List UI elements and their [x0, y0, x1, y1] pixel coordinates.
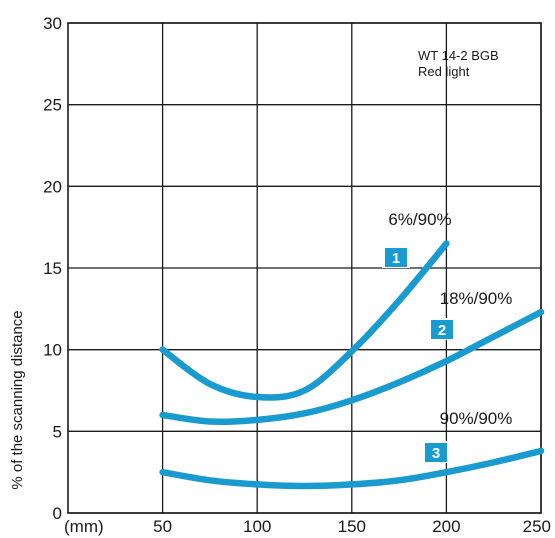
series-2: 18%/90% 2	[159, 289, 545, 426]
series-1: 6%/90% 1	[159, 210, 452, 401]
y-tick-labels: 0 5 10 15 20 25 30	[43, 14, 62, 523]
series-line-2	[159, 308, 545, 426]
annotation-line-1: WT 14-2 BGB	[418, 48, 499, 63]
annotation: WT 14-2 BGB Red light	[418, 48, 499, 79]
y-tick-25: 25	[43, 96, 62, 115]
x-tick-150: 150	[338, 517, 366, 536]
series-badge-box-3	[425, 443, 447, 462]
y-tick-10: 10	[43, 341, 62, 360]
series-group: 6%/90% 1 18%/90% 2 90%/90%3	[159, 210, 545, 490]
y-axis-label: % of the scanning distance	[9, 310, 26, 489]
y-tick-0: 0	[53, 504, 62, 523]
y-tick-20: 20	[43, 177, 62, 196]
plot-frame	[67, 22, 542, 514]
series-badge-2: 2	[428, 318, 456, 340]
x-tick-250: 250	[523, 517, 551, 536]
series-badge-1: 1	[382, 246, 410, 268]
y-tick-15: 15	[43, 259, 62, 278]
x-unit-label: (mm)	[64, 517, 104, 536]
y-tick-30: 30	[43, 14, 62, 33]
series-label-1: 6%/90%	[388, 210, 451, 229]
series-label-2: 18%/90%	[440, 289, 513, 308]
series-badge-3: 3	[422, 441, 450, 463]
y-tick-5: 5	[53, 422, 62, 441]
series-badge-number-2: 2	[438, 322, 446, 339]
series-line-1	[159, 240, 450, 401]
series-badge-box-1	[385, 248, 407, 267]
series-line-3	[159, 447, 545, 490]
series-badge-box-2	[431, 320, 453, 339]
x-tick-100: 100	[243, 517, 271, 536]
series-label-3: 90%/90%	[440, 409, 513, 428]
annotation-line-2: Red light	[418, 64, 470, 79]
grid	[67, 22, 542, 514]
series-badge-number-1: 1	[392, 250, 400, 267]
x-tick-labels: 50 100 150 200 250	[153, 517, 551, 536]
x-tick-50: 50	[153, 517, 172, 536]
x-tick-200: 200	[432, 517, 460, 536]
series-3: 90%/90%3	[159, 409, 545, 490]
series-badge-number-3: 3	[432, 445, 440, 462]
